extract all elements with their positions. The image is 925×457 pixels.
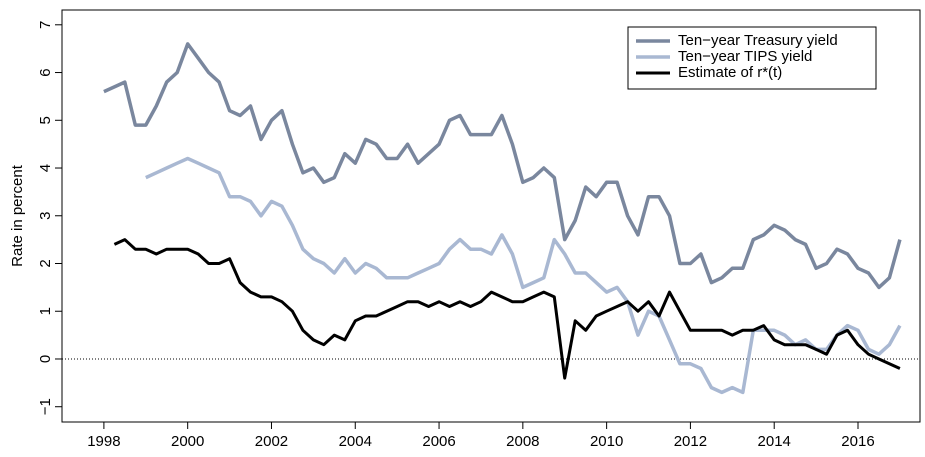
- series-line: [103, 42, 902, 290]
- x-tick-label: 2014: [758, 433, 791, 450]
- y-tick-label: 4: [37, 164, 54, 172]
- legend-label: Ten−year Treasury yield: [678, 32, 838, 49]
- legend-label: Estimate of r*(t): [678, 64, 782, 81]
- y-tick-label: 2: [37, 259, 54, 267]
- x-tick-label: 2008: [506, 433, 539, 450]
- legend-label: Ten−year TIPS yield: [678, 48, 812, 65]
- x-tick-label: 2012: [674, 433, 707, 450]
- y-tick-label: −1: [37, 398, 54, 415]
- series-line: [145, 156, 902, 395]
- x-tick-label: 2006: [422, 433, 455, 450]
- y-tick-label: 1: [37, 307, 54, 315]
- x-tick-label: 2004: [339, 433, 372, 450]
- y-tick-label: 3: [37, 212, 54, 220]
- series-line: [113, 238, 901, 380]
- x-tick-label: 1998: [87, 433, 120, 450]
- y-tick-label: 5: [37, 116, 54, 124]
- x-tick-label: 2002: [255, 433, 288, 450]
- y-axis-label: Rate in percent: [9, 164, 26, 267]
- x-tick-label: 2016: [841, 433, 874, 450]
- x-tick-label: 2000: [171, 433, 204, 450]
- y-tick-label: 0: [37, 355, 54, 363]
- x-tick-label: 2010: [590, 433, 623, 450]
- y-tick-label: 7: [37, 21, 54, 29]
- y-tick-label: 6: [37, 68, 54, 76]
